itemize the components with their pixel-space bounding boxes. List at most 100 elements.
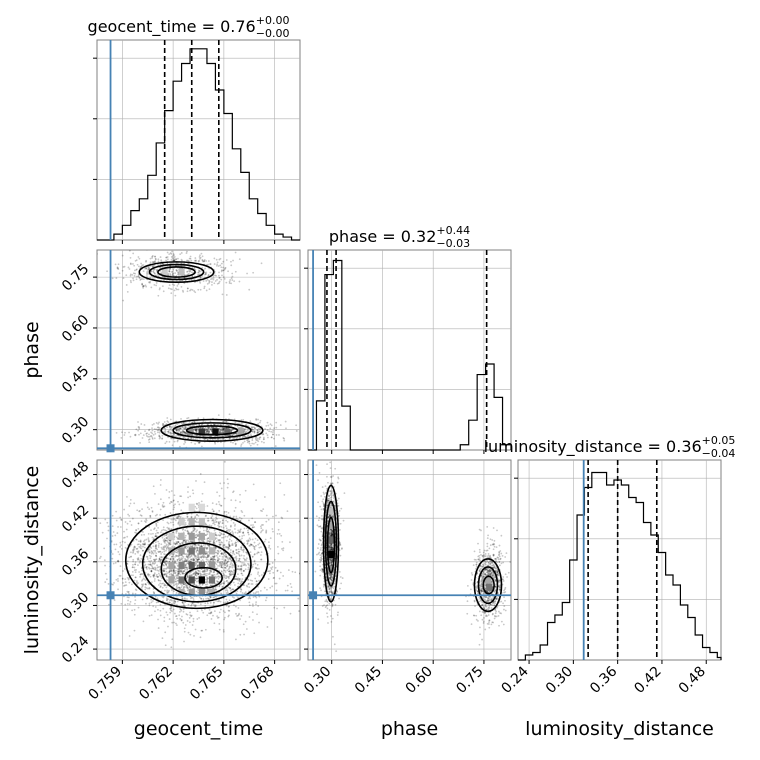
title-median: 0.32 [401,227,437,246]
scatter-point [234,442,237,445]
scatter-point [197,573,200,576]
scatter-point [148,573,151,576]
scatter-point [235,551,238,554]
scatter-point [144,430,146,433]
scatter-point [250,524,252,527]
scatter-point [177,514,180,517]
scatter-point [191,545,194,548]
scatter-point [195,518,198,521]
scatter-point [151,242,153,244]
scatter-point [204,272,207,275]
scatter-point [173,289,176,292]
scatter-point [137,582,140,585]
scatter-point [229,549,232,551]
scatter-point [168,543,171,545]
scatter-point [134,433,137,436]
scatter-point [176,559,179,561]
scatter-point [149,575,152,578]
scatter-point [168,270,171,273]
scatter-point [176,517,179,520]
scatter-point [222,429,225,432]
scatter-point [144,583,147,585]
scatter-point [270,568,273,570]
scatter-point [150,506,153,509]
scatter-point [206,554,209,557]
scatter-point [219,520,222,523]
scatter-point [133,569,136,572]
scatter-point [223,566,226,569]
scatter-point [172,500,175,502]
scatter-point [146,272,148,274]
scatter-point [132,563,134,566]
scatter-point [122,266,125,268]
scatter-point [218,282,220,284]
histogram-title: phase = 0.32+0.44 −0.03 [329,224,470,250]
scatter-point [229,441,232,444]
scatter-point [168,569,171,572]
scatter-point [127,266,130,269]
scatter-point [172,558,175,561]
scatter-point [165,544,168,547]
scatter-point [174,424,177,427]
scatter-point [224,267,226,270]
scatter-point [197,573,200,575]
scatter-point [134,563,137,566]
scatter-point [147,537,150,540]
scatter-point [119,574,122,577]
scatter-point [187,532,189,535]
scatter-point [188,272,190,275]
scatter-point [217,559,220,562]
scatter-point [207,429,210,432]
scatter-point [149,514,152,517]
scatter-point [137,606,140,609]
scatter-point [206,588,209,591]
scatter-point [179,542,181,545]
scatter-point [104,518,107,521]
scatter-point [268,546,270,549]
scatter-point [232,552,234,555]
scatter-point [195,533,198,536]
scatter-point [166,545,169,548]
scatter-point [127,596,130,599]
scatter-point [202,597,205,600]
scatter-point [174,571,177,574]
scatter-point [259,436,262,439]
scatter-point [289,541,291,544]
scatter-point [154,562,157,564]
scatter-point [159,550,161,553]
scatter-point [216,551,218,554]
scatter-point [167,625,169,628]
scatter-point [191,289,194,291]
scatter-point [162,607,165,610]
scatter-point [168,570,171,573]
scatter-point [193,259,196,262]
scatter-point [191,544,194,547]
scatter-point [115,543,118,546]
scatter-point [186,549,189,552]
scatter-point [153,580,156,582]
scatter-point [217,274,220,277]
scatter-point [131,273,134,276]
scatter-point [117,526,119,528]
scatter-point [229,551,232,554]
scatter-point [187,486,189,488]
scatter-point [221,533,223,536]
scatter-point [238,568,241,571]
scatter-point [142,434,145,437]
scatter-point [183,627,186,630]
scatter-point [147,438,150,441]
scatter-point [197,572,200,575]
scatter-point [247,434,250,437]
scatter-point [199,426,202,429]
scatter-point [191,530,194,533]
scatter-point [206,583,209,586]
scatter-point [197,514,200,517]
scatter-point [155,554,157,557]
scatter-point [144,563,147,566]
scatter-point [184,427,187,429]
scatter-point [157,540,160,543]
scatter-point [162,519,165,522]
scatter-point [192,559,195,562]
scatter-point [222,553,225,555]
scatter-point [225,519,228,522]
